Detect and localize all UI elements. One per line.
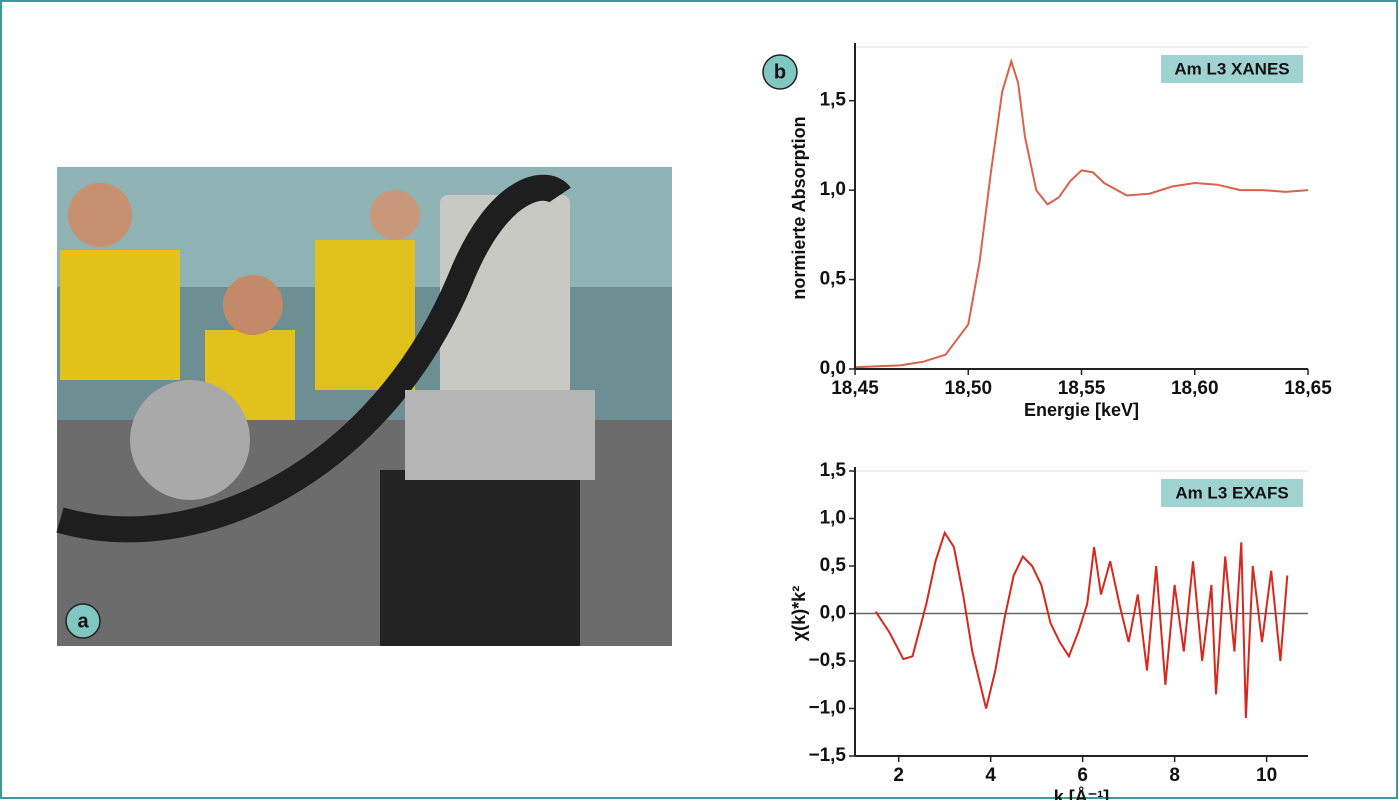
panel-label: a (77, 610, 89, 632)
chart-title: Am L3 EXAFS (1175, 483, 1288, 502)
x-axis-label: Energie [keV] (1024, 400, 1139, 420)
x-tick-label: 10 (1256, 765, 1277, 786)
panel-badge (65, 603, 101, 639)
x-tick-label: 18,50 (944, 378, 992, 399)
photo (56, 167, 672, 646)
y-tick-label: 0,0 (820, 603, 846, 624)
y-tick-label: −0,5 (808, 650, 846, 671)
y-axis-label: normierte Absorption (789, 116, 809, 299)
y-tick-label: 0,5 (820, 269, 847, 290)
y-tick-label: −1,0 (808, 698, 846, 719)
y-tick-label: −1,5 (808, 745, 846, 766)
x-tick-label: 18,45 (831, 378, 879, 399)
x-tick-label: 2 (893, 765, 904, 786)
y-tick-label: 1,5 (820, 460, 847, 481)
x-tick-label: 6 (1077, 765, 1088, 786)
panel-badge (762, 54, 798, 90)
data-line (874, 530, 1289, 719)
x-tick-label: 8 (1169, 765, 1180, 786)
y-axis-label: χ(k)*k² (789, 586, 809, 641)
x-tick-label: 18,60 (1171, 378, 1219, 399)
x-tick-label: 18,65 (1284, 378, 1332, 399)
panel-label: b (774, 61, 786, 83)
title-box (1161, 55, 1303, 83)
y-tick-label: 1,0 (820, 508, 846, 529)
title-box (1161, 479, 1303, 507)
x-tick-label: 18,55 (1058, 378, 1106, 399)
y-tick-label: 1,0 (820, 179, 846, 200)
y-tick-label: 1,5 (820, 90, 847, 111)
y-tick-label: 0,0 (820, 358, 846, 379)
chart-title: Am L3 XANES (1174, 59, 1289, 78)
x-tick-label: 4 (985, 765, 996, 786)
x-axis-label: k [Å⁻¹] (1054, 787, 1110, 800)
data-line (854, 57, 1309, 369)
y-tick-label: 0,5 (820, 555, 847, 576)
